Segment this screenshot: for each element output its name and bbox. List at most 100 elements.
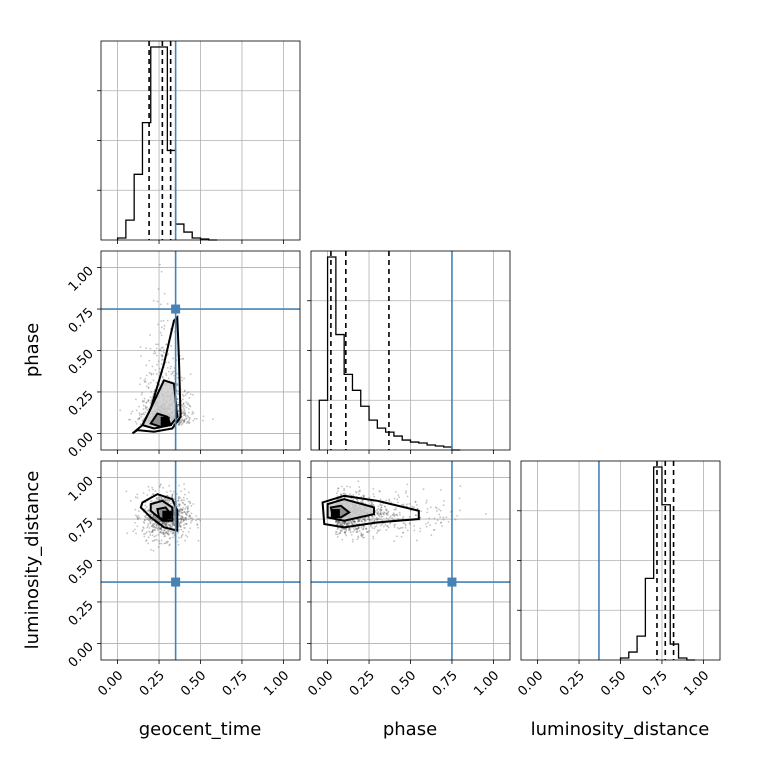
scatter-luminosity_distance-vs-phase-point bbox=[380, 513, 382, 516]
scatter-luminosity_distance-vs-geocent_time-point bbox=[170, 521, 172, 524]
scatter-luminosity_distance-vs-geocent_time-point bbox=[157, 496, 160, 499]
scatter-luminosity_distance-vs-geocent_time-point bbox=[183, 503, 186, 506]
scatter-luminosity_distance-vs-geocent_time-point bbox=[162, 531, 164, 534]
scatter-luminosity_distance-vs-geocent_time-point bbox=[187, 530, 190, 533]
scatter-luminosity_distance-vs-geocent_time-point bbox=[167, 533, 170, 536]
scatter-luminosity_distance-vs-phase-point bbox=[356, 500, 359, 503]
scatter-luminosity_distance-vs-phase-point bbox=[395, 491, 397, 493]
scatter-luminosity_distance-vs-geocent_time-point bbox=[151, 519, 153, 522]
scatter-luminosity_distance-vs-phase-point bbox=[336, 522, 339, 525]
scatter-luminosity_distance-vs-phase-point bbox=[345, 527, 348, 530]
scatter-phase-vs-geocent_time-point bbox=[182, 414, 185, 417]
scatter-luminosity_distance-vs-phase-point bbox=[422, 488, 425, 491]
scatter-phase-vs-geocent_time-point bbox=[143, 381, 146, 383]
panel-luminosity_distance-phase: 0.00 0.25 0.50 0.75 1.00 bbox=[305, 460, 511, 699]
scatter-luminosity_distance-vs-phase-point bbox=[335, 533, 337, 536]
scatter-phase-vs-geocent_time-point bbox=[170, 365, 172, 368]
scatter-luminosity_distance-vs-phase-point bbox=[445, 516, 448, 519]
scatter-luminosity_distance-vs-geocent_time-point bbox=[177, 543, 180, 546]
scatter-luminosity_distance-vs-phase-point bbox=[416, 507, 419, 510]
scatter-luminosity_distance-vs-phase-point bbox=[368, 516, 370, 518]
scatter-luminosity_distance-vs-phase-point bbox=[342, 522, 345, 525]
scatter-phase-vs-geocent_time-point bbox=[138, 405, 140, 408]
scatter-phase-vs-geocent_time-point bbox=[140, 393, 143, 396]
scatter-luminosity_distance-vs-phase-point bbox=[380, 523, 383, 526]
scatter-luminosity_distance-vs-geocent_time-point bbox=[149, 500, 152, 503]
scatter-luminosity_distance-vs-geocent_time-point bbox=[176, 505, 179, 508]
scatter-luminosity_distance-vs-phase-point bbox=[374, 509, 377, 512]
scatter-luminosity_distance-vs-geocent_time-point bbox=[149, 520, 152, 523]
scatter-phase-vs-geocent_time-point bbox=[195, 417, 198, 420]
scatter-luminosity_distance-vs-phase-point bbox=[370, 524, 372, 527]
scatter-phase-vs-geocent_time-point bbox=[189, 393, 192, 396]
scatter-luminosity_distance-vs-phase-point bbox=[380, 515, 383, 518]
scatter-luminosity_distance-vs-phase-point bbox=[395, 513, 398, 516]
scatter-luminosity_distance-vs-geocent_time-point bbox=[166, 532, 169, 534]
scatter-luminosity_distance-vs-geocent_time-point bbox=[150, 513, 152, 516]
scatter-luminosity_distance-vs-phase-point bbox=[414, 501, 417, 504]
scatter-luminosity_distance-vs-geocent_time-point bbox=[156, 517, 159, 520]
scatter-phase-vs-geocent_time-point bbox=[170, 345, 173, 347]
scatter-luminosity_distance-vs-geocent_time-point bbox=[160, 526, 163, 529]
scatter-phase-vs-geocent_time-point bbox=[183, 405, 186, 407]
scatter-luminosity_distance-vs-geocent_time-ytick-label-4: 1.00 bbox=[66, 474, 97, 505]
scatter-luminosity_distance-vs-phase-point bbox=[378, 509, 381, 512]
scatter-luminosity_distance-vs-phase-point bbox=[338, 532, 340, 535]
scatter-luminosity_distance-vs-phase-point bbox=[367, 531, 369, 534]
scatter-luminosity_distance-vs-phase-point bbox=[339, 530, 342, 533]
scatter-luminosity_distance-vs-phase-point bbox=[357, 536, 360, 539]
scatter-luminosity_distance-vs-geocent_time-point bbox=[179, 496, 182, 499]
scatter-luminosity_distance-vs-phase-point bbox=[344, 531, 346, 534]
scatter-phase-vs-geocent_time-point bbox=[167, 370, 170, 373]
scatter-luminosity_distance-vs-phase-point bbox=[404, 526, 407, 529]
scatter-luminosity_distance-vs-geocent_time-point bbox=[135, 532, 137, 535]
scatter-luminosity_distance-vs-phase-point bbox=[397, 494, 400, 496]
scatter-luminosity_distance-vs-phase-point bbox=[367, 518, 370, 521]
scatter-luminosity_distance-vs-phase-point bbox=[425, 499, 428, 502]
scatter-luminosity_distance-vs-phase-point bbox=[340, 494, 342, 496]
scatter-luminosity_distance-vs-phase-point bbox=[345, 529, 348, 532]
scatter-luminosity_distance-vs-geocent_time-point bbox=[184, 517, 187, 520]
scatter-luminosity_distance-vs-phase-point bbox=[358, 519, 361, 522]
scatter-luminosity_distance-vs-geocent_time-point bbox=[169, 490, 172, 493]
scatter-luminosity_distance-vs-geocent_time-point bbox=[171, 495, 174, 498]
scatter-luminosity_distance-vs-phase-point bbox=[424, 523, 427, 525]
scatter-luminosity_distance-vs-phase-point bbox=[377, 507, 380, 510]
scatter-luminosity_distance-vs-geocent_time-point bbox=[161, 522, 164, 525]
scatter-luminosity_distance-vs-geocent_time-point bbox=[190, 505, 193, 507]
scatter-luminosity_distance-vs-phase-point bbox=[361, 520, 364, 523]
scatter-luminosity_distance-vs-phase-point bbox=[338, 522, 340, 525]
scatter-luminosity_distance-vs-geocent_time-point bbox=[136, 496, 139, 499]
scatter-phase-vs-geocent_time-point bbox=[155, 373, 158, 375]
scatter-luminosity_distance-vs-geocent_time-point bbox=[146, 516, 149, 519]
scatter-phase-vs-geocent_time-point bbox=[183, 412, 186, 415]
scatter-luminosity_distance-vs-geocent_time-point bbox=[177, 499, 179, 502]
scatter-phase-vs-geocent_time-point bbox=[163, 292, 166, 295]
scatter-luminosity_distance-vs-phase-point bbox=[376, 513, 379, 516]
scatter-luminosity_distance-vs-geocent_time-point bbox=[196, 524, 199, 527]
scatter-phase-vs-geocent_time-point bbox=[160, 320, 163, 322]
scatter-luminosity_distance-vs-phase-point bbox=[352, 527, 355, 530]
scatter-luminosity_distance-vs-geocent_time-point bbox=[154, 490, 157, 493]
scatter-luminosity_distance-vs-phase-point bbox=[379, 513, 382, 516]
scatter-luminosity_distance-vs-geocent_time-point bbox=[166, 525, 169, 528]
scatter-luminosity_distance-vs-phase-point bbox=[386, 525, 389, 528]
scatter-luminosity_distance-vs-phase-point bbox=[393, 512, 395, 515]
scatter-luminosity_distance-vs-phase-point bbox=[376, 529, 379, 532]
scatter-luminosity_distance-vs-geocent_time-point bbox=[153, 516, 155, 519]
scatter-luminosity_distance-vs-phase-point bbox=[356, 538, 359, 541]
scatter-luminosity_distance-vs-geocent_time-point bbox=[183, 526, 185, 529]
scatter-luminosity_distance-vs-phase-point bbox=[344, 532, 347, 535]
scatter-phase-vs-geocent_time-point bbox=[187, 391, 190, 394]
scatter-luminosity_distance-vs-geocent_time-point bbox=[167, 540, 169, 543]
scatter-luminosity_distance-vs-geocent_time-point bbox=[180, 518, 183, 521]
scatter-luminosity_distance-vs-geocent_time-point bbox=[171, 524, 174, 527]
scatter-luminosity_distance-vs-phase-point bbox=[364, 519, 367, 522]
scatter-luminosity_distance-vs-phase-point bbox=[343, 521, 346, 524]
scatter-luminosity_distance-vs-phase-point bbox=[393, 508, 396, 511]
scatter-luminosity_distance-vs-geocent_time-point bbox=[144, 508, 147, 510]
scatter-luminosity_distance-vs-geocent_time-point bbox=[163, 521, 166, 524]
scatter-luminosity_distance-vs-phase-point bbox=[346, 524, 349, 527]
scatter-luminosity_distance-vs-phase-point bbox=[377, 510, 379, 513]
scatter-luminosity_distance-vs-geocent_time-point bbox=[182, 520, 184, 523]
